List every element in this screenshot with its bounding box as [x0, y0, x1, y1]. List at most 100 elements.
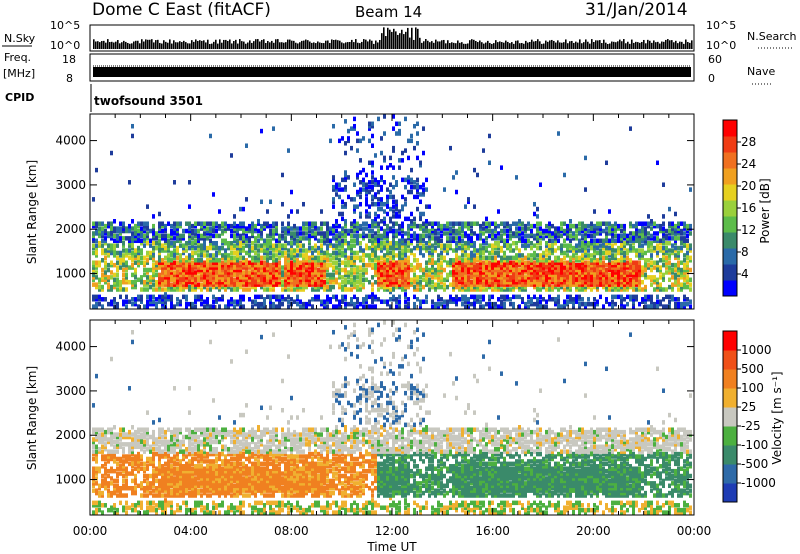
power-cell	[353, 243, 356, 248]
power-cell	[293, 231, 296, 236]
power-cell	[182, 279, 185, 285]
power-cell	[197, 240, 200, 246]
noise-bar	[235, 39, 237, 49]
power-cell	[530, 275, 533, 280]
power-cell	[509, 287, 512, 292]
power-cell	[386, 287, 389, 292]
power-cell	[380, 272, 383, 278]
power-cell	[569, 226, 572, 231]
power-cell	[455, 170, 458, 175]
noise-bar	[115, 41, 117, 49]
power-cell	[500, 275, 503, 280]
power-cell	[224, 279, 227, 285]
power-cell	[194, 233, 197, 239]
power-cell	[536, 275, 539, 280]
power-cell	[140, 260, 143, 265]
power-cell	[368, 233, 371, 239]
power-cell	[107, 245, 110, 251]
power-cell	[347, 128, 350, 134]
power-cell	[476, 272, 479, 278]
power-cell	[320, 277, 323, 283]
power-cell	[491, 250, 494, 256]
power-cell	[98, 277, 101, 283]
power-cell	[344, 294, 347, 300]
power-cell	[332, 250, 335, 256]
power-cell	[629, 265, 632, 270]
power-cell	[302, 260, 305, 265]
power-cell	[551, 275, 554, 280]
power-cell	[482, 282, 485, 287]
power-cell	[359, 272, 362, 278]
power-cell	[269, 275, 272, 280]
power-cell	[326, 277, 329, 283]
power-cell	[503, 240, 506, 246]
power-cell	[311, 304, 314, 309]
power-cell	[239, 297, 242, 302]
power-cell	[449, 245, 452, 251]
power-cell	[353, 223, 356, 229]
power-cell	[503, 253, 506, 258]
power-cell	[344, 270, 347, 275]
power-cell	[158, 262, 161, 268]
power-cell	[512, 277, 515, 283]
power-cell	[182, 272, 185, 278]
power-cell	[608, 240, 611, 246]
noise-bar	[279, 42, 281, 49]
power-cell	[503, 279, 506, 285]
power-cell	[260, 255, 263, 261]
power-cell	[386, 284, 389, 290]
power-cell	[251, 245, 254, 251]
power-cell	[641, 243, 644, 248]
power-cell	[656, 236, 659, 241]
power-cell	[293, 248, 296, 253]
power-cell	[608, 231, 611, 236]
power-cell	[539, 270, 542, 275]
power-cell	[461, 282, 464, 287]
noise-bar	[199, 40, 201, 49]
power-cell	[560, 250, 563, 256]
power-cell	[623, 262, 626, 268]
power-cell	[494, 226, 497, 231]
power-cell	[332, 204, 335, 209]
power-cell	[104, 250, 107, 256]
power-cell	[518, 284, 521, 290]
power-cell	[635, 228, 638, 234]
power-cell	[341, 216, 344, 222]
power-cell	[383, 233, 386, 239]
power-cell	[335, 233, 338, 239]
power-cell	[488, 282, 491, 287]
power-cell	[101, 275, 104, 280]
power-cell	[587, 279, 590, 285]
power-cell	[344, 172, 347, 178]
power-cell	[515, 284, 518, 290]
noise-bar	[189, 43, 191, 49]
power-cell	[617, 226, 620, 231]
power-cell	[158, 272, 161, 278]
power-cell	[596, 258, 599, 263]
power-cell	[392, 284, 395, 290]
power-cell	[515, 282, 518, 287]
power-cell	[536, 287, 539, 292]
power-cell	[575, 277, 578, 283]
power-cell	[422, 126, 425, 131]
power-cell	[644, 238, 647, 244]
power-cell	[632, 233, 635, 239]
power-cell	[404, 201, 407, 207]
power-cell	[404, 279, 407, 285]
power-cell	[629, 267, 632, 273]
power-cell	[557, 265, 560, 270]
power-cell	[599, 250, 602, 256]
power-cell	[641, 231, 644, 236]
noise-bar	[249, 40, 251, 49]
power-cell	[419, 238, 422, 244]
power-cell	[488, 272, 491, 278]
power-cell	[620, 275, 623, 280]
power-cell	[179, 277, 182, 283]
power-cell	[614, 262, 617, 268]
power-cell	[467, 245, 470, 251]
power-cell	[620, 267, 623, 273]
power-cell	[380, 236, 383, 241]
power-cell	[212, 243, 215, 248]
power-cell	[632, 265, 635, 270]
power-cell	[92, 297, 95, 302]
